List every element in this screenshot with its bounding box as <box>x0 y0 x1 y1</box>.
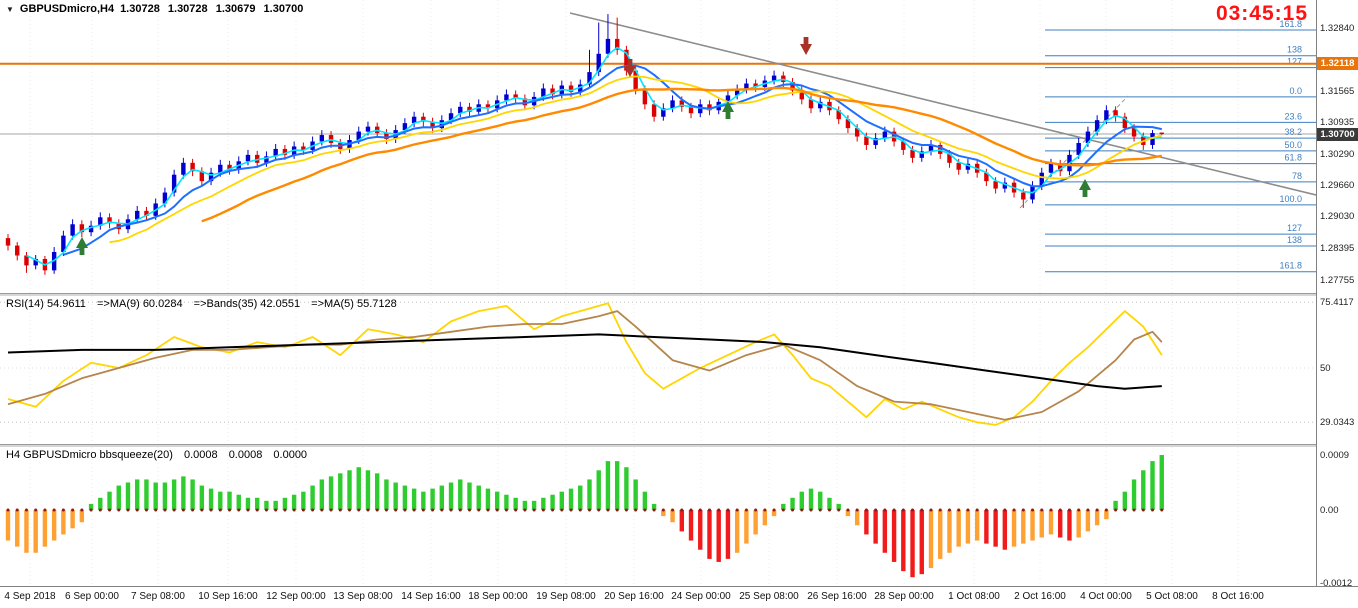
squeeze-axis-label: -0.0012 <box>1320 577 1353 589</box>
price-chart-panel[interactable]: 161.8 138 127 0.0 23.6 38.2 50.0 61.8 78 100.0 127… <box>0 0 1316 293</box>
fib-level-label: 161.8 <box>1279 261 1302 271</box>
price-axis-label: 1.30935 <box>1320 116 1355 128</box>
symbol-period-label: GBPUSDmicro,H4 <box>19 3 115 15</box>
open-value: 1.30728 <box>120 3 160 15</box>
time-axis-label: 2 Oct 16:00 <box>1014 591 1066 602</box>
rsi-panel[interactable]: RSI(14) 54.9611 =>MA(9) 60.0284 =>Bands(… <box>0 296 1316 444</box>
time-axis-label: 6 Sep 00:00 <box>65 591 119 602</box>
rsi-axis-label: 29.0343 <box>1320 416 1355 428</box>
time-axis-label: 25 Sep 08:00 <box>739 591 799 602</box>
price-axis-label: 1.30290 <box>1320 148 1355 160</box>
price-axis-label: 1.28395 <box>1320 242 1355 254</box>
time-axis-label: 4 Sep 2018 <box>4 591 56 602</box>
price-axis-badge: 1.32118 <box>1317 57 1358 71</box>
price-axis-label: 1.29660 <box>1320 180 1355 192</box>
price-axis-label: 1.32840 <box>1320 22 1355 34</box>
rsi-readout: RSI(14) 54.9611 <box>6 298 86 310</box>
price-axis-label: 1.29030 <box>1320 211 1355 223</box>
rsi-ma5-readout: =>MA(5) 55.7128 <box>311 298 397 310</box>
rsi-axis-label: 50 <box>1320 362 1331 374</box>
time-axis-label: 4 Oct 00:00 <box>1080 591 1132 602</box>
time-axis-label: 12 Sep 00:00 <box>266 591 326 602</box>
price-axis-label: 1.27755 <box>1320 274 1355 286</box>
fib-level-label: 138 <box>1287 235 1302 245</box>
price-axis-label: 1.31565 <box>1320 85 1355 97</box>
squeeze-canvas[interactable] <box>0 447 1316 586</box>
fib-level-label: 61.8 <box>1284 153 1302 163</box>
fib-level-label: 0.0 <box>1289 86 1302 96</box>
time-axis-label: 5 Oct 08:00 <box>1146 591 1198 602</box>
rsi-ma-line <box>7 310 1163 421</box>
squeeze-axis-label: 0.00 <box>1320 504 1339 516</box>
time-axis-label: 8 Oct 16:00 <box>1212 591 1264 602</box>
price-chart-canvas[interactable]: 161.8 138 127 0.0 23.6 38.2 50.0 61.8 78 100.0 127… <box>0 0 1316 293</box>
time-axis-label: 19 Sep 08:00 <box>536 591 596 602</box>
squeeze-axis-label: 0.0009 <box>1320 449 1350 461</box>
squeeze-name: H4 GBPUSDmicro bbsqueeze(20) <box>6 449 173 461</box>
fib-level-label: 127 <box>1287 223 1302 233</box>
time-axis-label: 13 Sep 08:00 <box>333 591 393 602</box>
rsi-bands-readout: =>Bands(35) 42.0551 <box>193 298 301 310</box>
price-axis-badge: 1.30700 <box>1317 127 1358 141</box>
time-axis-label: 24 Sep 00:00 <box>671 591 731 602</box>
time-axis-label: 20 Sep 16:00 <box>604 591 664 602</box>
time-axis-label: 18 Sep 00:00 <box>468 591 528 602</box>
time-axis[interactable]: 4 Sep 2018 6 Sep 00:00 7 Sep 08:00 10 Sep 1… <box>0 586 1358 608</box>
high-value: 1.30728 <box>167 3 208 15</box>
rsi-bands-line <box>7 333 1162 390</box>
fib-level-label: 50.0 <box>1284 140 1302 150</box>
fib-level-label: 100.0 <box>1279 194 1302 204</box>
fib-level-label: 23.6 <box>1284 111 1302 121</box>
down-arrow-marker <box>624 59 636 77</box>
fib-level-label: 78 <box>1292 171 1302 181</box>
rsi-axis-label: 75.4117 <box>1320 296 1354 308</box>
up-arrow-marker <box>1079 179 1091 197</box>
squeeze-indicator-label: H4 GBPUSDmicro bbsqueeze(20) 0.0008 0.00… <box>6 449 315 461</box>
low-value: 1.30679 <box>215 3 256 15</box>
up-arrow-marker <box>76 237 88 255</box>
squeeze-value-1: 0.0008 <box>183 449 218 461</box>
squeeze-value-3: 0.0000 <box>273 449 308 461</box>
rsi-ma9-readout: =>MA(9) 60.0284 <box>96 298 183 310</box>
rsi-line <box>7 302 1163 426</box>
fib-level-label: 138 <box>1287 45 1302 55</box>
price-axis[interactable]: 1.32840 1.31565 1.30935 1.30290 1.29660 1.290… <box>1316 0 1358 589</box>
squeeze-panel[interactable]: H4 GBPUSDmicro bbsqueeze(20) 0.0008 0.00… <box>0 447 1316 586</box>
chart-header: ▼ GBPUSDmicro,H4 1.30728 1.30728 1.30679… <box>6 3 308 15</box>
panel-splitter-1[interactable] <box>0 293 1358 296</box>
rsi-indicator-label: RSI(14) 54.9611 =>MA(9) 60.0284 =>Bands(… <box>6 298 405 310</box>
ohlc-readout: 1.30728 1.30728 1.30679 1.30700 <box>120 3 308 15</box>
panel-splitter-2[interactable] <box>0 444 1358 447</box>
fib-level-label: 38.2 <box>1284 127 1302 137</box>
time-axis-label: 7 Sep 08:00 <box>131 591 185 602</box>
time-axis-label: 28 Sep 00:00 <box>874 591 934 602</box>
rsi-canvas[interactable] <box>0 296 1316 444</box>
fib-level-label: 161.8 <box>1279 19 1302 29</box>
time-axis-label: 26 Sep 16:00 <box>807 591 867 602</box>
up-arrow-marker <box>722 101 734 119</box>
time-axis-label: 1 Oct 08:00 <box>948 591 1000 602</box>
fib-level-label: 127 <box>1287 57 1302 67</box>
clock-overlay: 03:45:15 <box>1215 2 1308 25</box>
time-axis-label: 14 Sep 16:00 <box>401 591 461 602</box>
squeeze-value-2: 0.0008 <box>228 449 263 461</box>
time-axis-label: 10 Sep 16:00 <box>198 591 258 602</box>
symbol-dropdown-icon[interactable]: ▼ <box>6 4 14 14</box>
close-value: 1.30700 <box>263 3 304 15</box>
down-arrow-marker <box>800 37 812 55</box>
